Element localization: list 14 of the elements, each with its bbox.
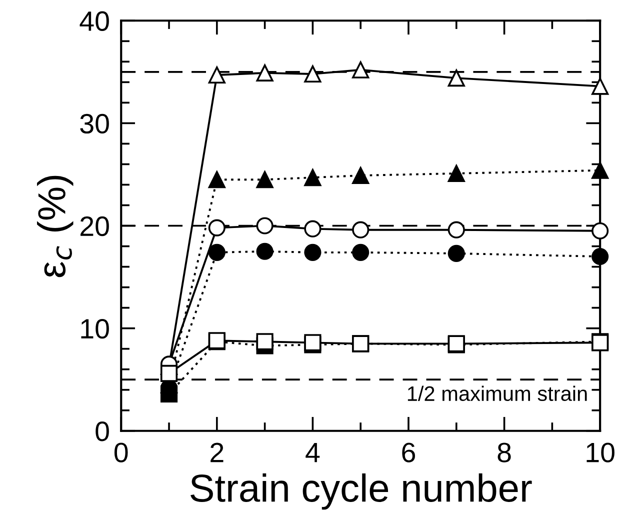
x-tick-label: 2 bbox=[210, 442, 224, 462]
y-tick-label: 20 bbox=[80, 216, 109, 236]
x-tick-label: 10 bbox=[586, 442, 614, 462]
y-tick-label: 40 bbox=[80, 11, 109, 31]
y-tick-label: 30 bbox=[80, 114, 109, 134]
x-tick-label: 6 bbox=[402, 442, 415, 462]
y-axis-title: ε$_{c}$ (%) bbox=[37, 176, 74, 278]
x-tick-label: 4 bbox=[306, 442, 320, 462]
x-axis-title: Strain cycle number bbox=[190, 473, 532, 510]
y-tick-label: 0 bbox=[96, 422, 109, 442]
x-tick-label: 0 bbox=[114, 442, 128, 462]
y-tick-label: 10 bbox=[81, 318, 109, 339]
ref-line-label: 1/2 maximum strain bbox=[408, 386, 587, 402]
x-tick-label: 8 bbox=[498, 442, 511, 462]
